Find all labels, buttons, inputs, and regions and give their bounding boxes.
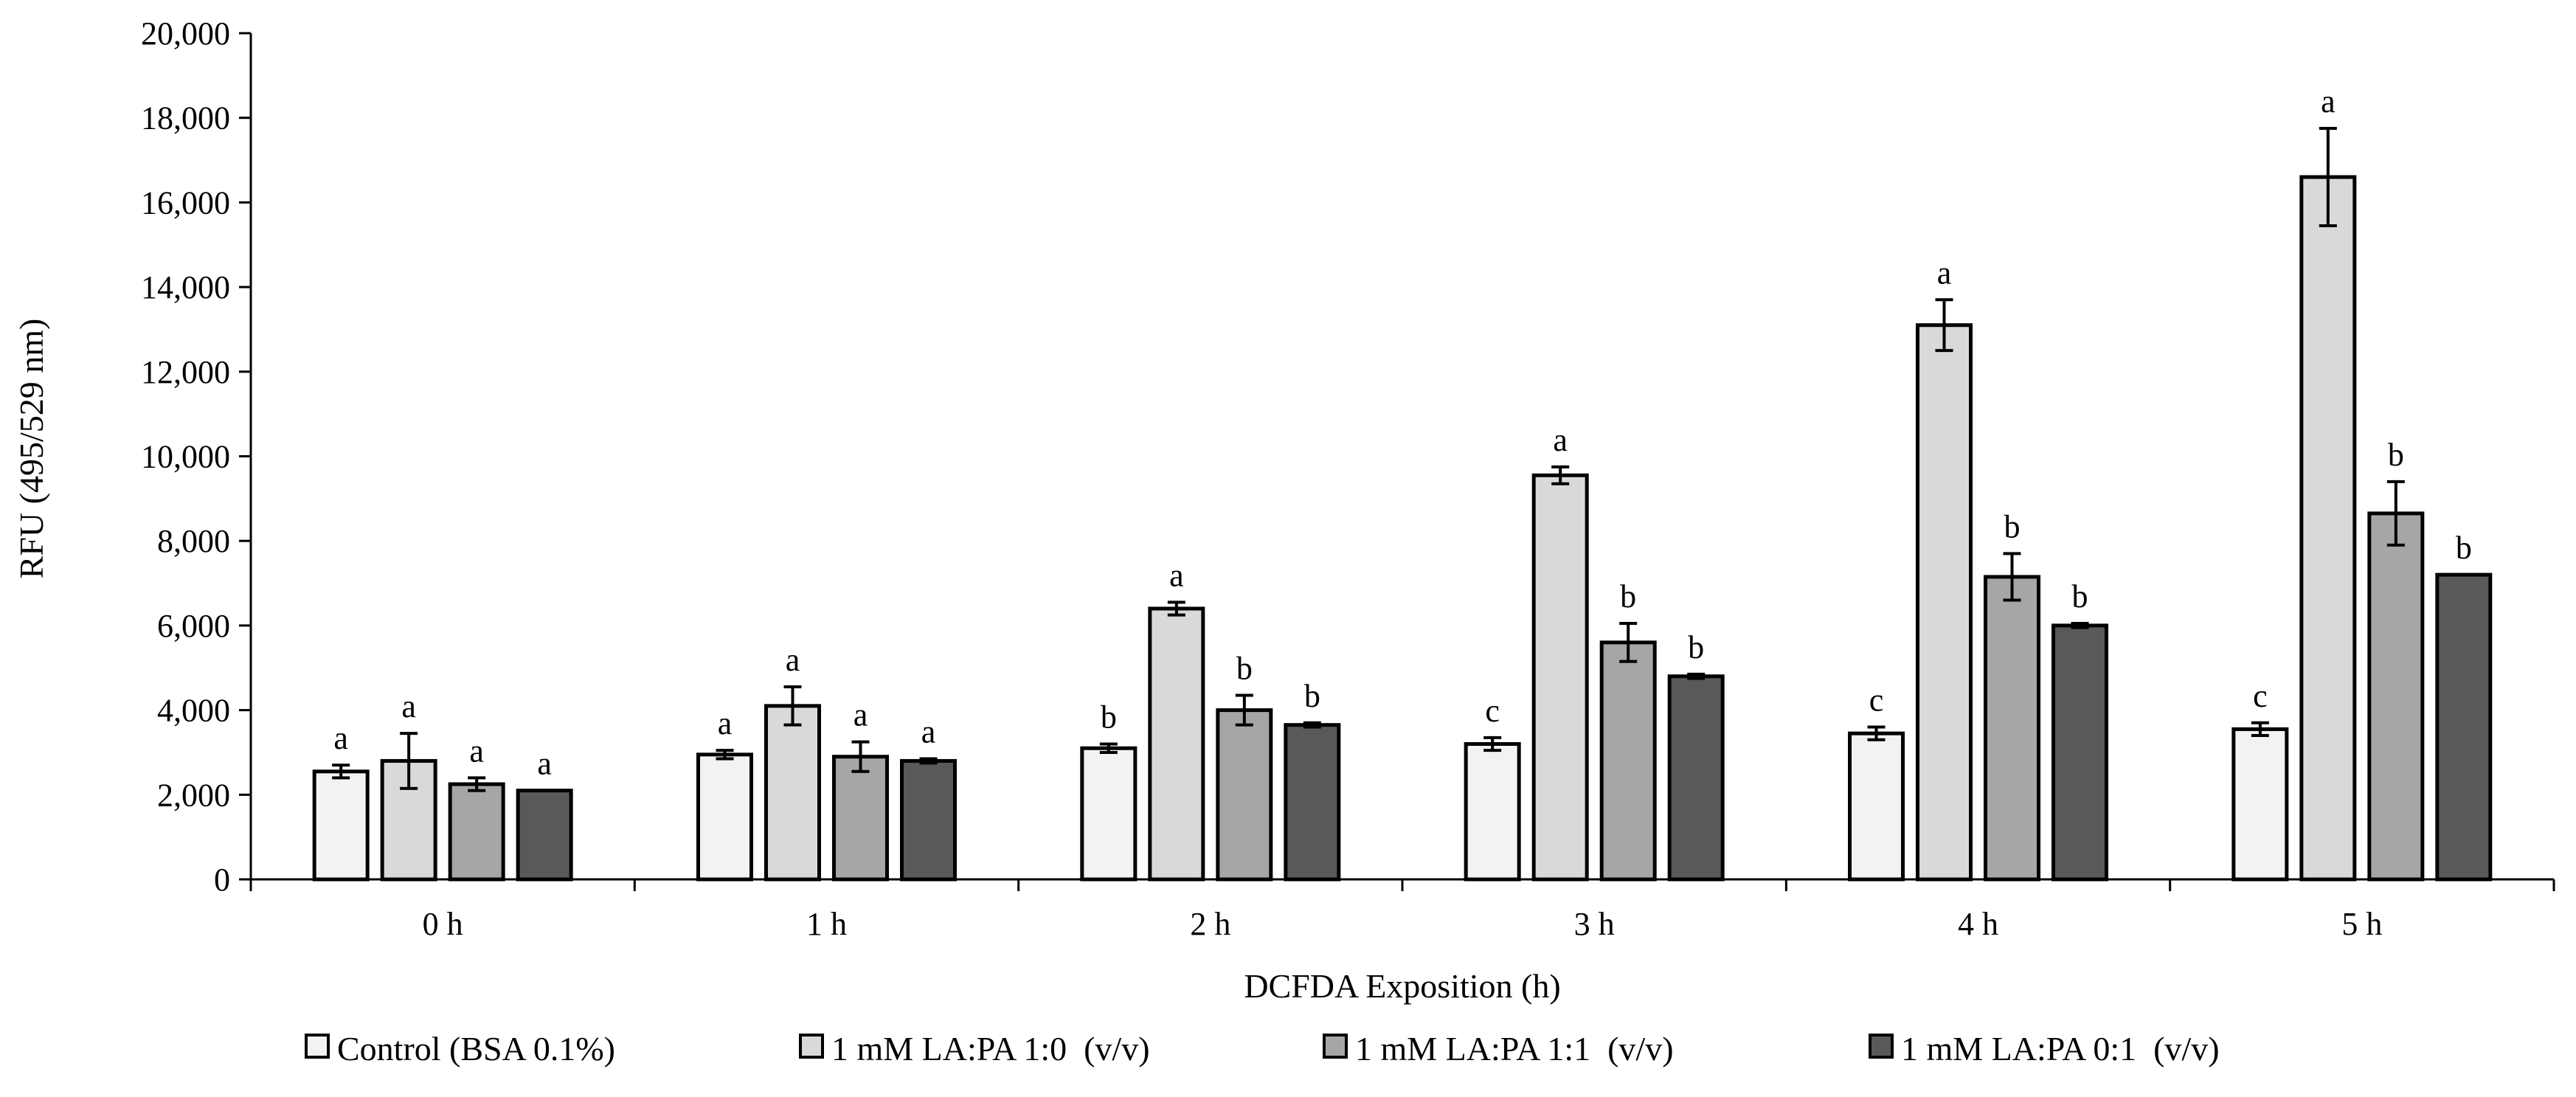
bar-s1-5h bbox=[2232, 727, 2289, 882]
significance-letter: a bbox=[333, 720, 348, 756]
bar-s2-4h bbox=[1916, 323, 1973, 882]
significance-letter: a bbox=[786, 642, 800, 678]
y-tick-label: 0 bbox=[214, 862, 230, 898]
legend-swatch bbox=[1869, 1034, 1894, 1059]
y-tick-label: 6,000 bbox=[157, 608, 230, 644]
significance-letter: a bbox=[537, 746, 552, 782]
bar-s4-5h bbox=[2435, 572, 2493, 882]
y-tick-label: 20,000 bbox=[141, 15, 230, 52]
legend-label: 1 mM LA:PA 1:1 (v/v) bbox=[1355, 1030, 1674, 1067]
x-tick-label: 4 h bbox=[1958, 906, 1998, 942]
x-tick-label: 1 h bbox=[806, 906, 847, 942]
bars-layer: a a b c c c a a a a a a a a b b b b a a b b b b bbox=[312, 83, 2493, 882]
y-axis-title: RFU (495/529 nm) bbox=[13, 319, 50, 579]
bar-s4-3h bbox=[1667, 674, 1725, 882]
bar-s4-0h bbox=[516, 789, 573, 882]
bar-s2-1h bbox=[764, 704, 821, 882]
legend-label: 1 mM LA:PA 0:1 (v/v) bbox=[1901, 1030, 2220, 1067]
y-tick-label: 4,000 bbox=[157, 693, 230, 729]
legend-swatch bbox=[305, 1034, 330, 1059]
y-tick-label: 14,000 bbox=[141, 269, 230, 305]
bar-s3-4h bbox=[1984, 575, 2040, 882]
bar-s4-1h bbox=[900, 758, 957, 882]
significance-letter: b bbox=[2072, 578, 2088, 615]
significance-letter: b bbox=[2456, 530, 2472, 566]
x-tick-label: 2 h bbox=[1190, 906, 1230, 942]
y-tick-label: 2,000 bbox=[157, 777, 230, 813]
y-tick-label: 8,000 bbox=[157, 523, 230, 559]
x-tick-label: 3 h bbox=[1574, 906, 1615, 942]
bar-s2-5h bbox=[2299, 175, 2357, 882]
significance-letter: b bbox=[1620, 578, 1636, 615]
significance-letter: b bbox=[2004, 508, 2021, 544]
significance-letter: c bbox=[2253, 678, 2268, 714]
bar-s4-2h bbox=[1284, 723, 1341, 882]
bar-s3-2h bbox=[1216, 708, 1273, 882]
x-axis-title: DCFDA Exposition (h) bbox=[1244, 967, 1560, 1005]
bar-s1-1h bbox=[696, 752, 753, 882]
bar-s3-0h bbox=[448, 782, 505, 882]
significance-letter: b bbox=[1304, 678, 1320, 714]
legend-label: Control (BSA 0.1%) bbox=[337, 1030, 615, 1067]
legend-swatch bbox=[1323, 1034, 1348, 1059]
significance-letter: a bbox=[718, 705, 733, 741]
bar-s3-5h bbox=[2367, 511, 2425, 882]
x-tick-label: 0 h bbox=[423, 906, 463, 942]
significance-letter: b bbox=[1688, 629, 1704, 665]
bar-s1-4h bbox=[1848, 731, 1905, 882]
significance-letter: b bbox=[1236, 651, 1253, 687]
legend: Control (BSA 0.1%) 1 mM LA:PA 1:0 (v/v) 1 … bbox=[305, 1030, 2220, 1067]
significance-letter: a bbox=[921, 714, 936, 750]
significance-letter: a bbox=[1553, 422, 1568, 458]
y-tick-label: 10,000 bbox=[141, 439, 230, 475]
x-axis: 0 h 1 h 2 h 3 h 4 h 5 h bbox=[249, 878, 2555, 942]
bar-s3-3h bbox=[1599, 640, 1657, 882]
significance-letter: b bbox=[1101, 699, 1117, 735]
significance-letter: a bbox=[1169, 557, 1184, 593]
significance-letter: c bbox=[1869, 682, 1884, 719]
x-tick-label: 5 h bbox=[2341, 906, 2382, 942]
bar-s1-2h bbox=[1080, 746, 1138, 882]
significance-letter: c bbox=[1485, 693, 1500, 729]
y-tick-label: 18,000 bbox=[141, 100, 230, 136]
significance-letter: a bbox=[469, 733, 484, 769]
significance-letter: a bbox=[1937, 255, 1952, 291]
legend-swatch bbox=[799, 1034, 824, 1059]
bar-s2-2h bbox=[1148, 606, 1205, 882]
bar-s4-4h bbox=[2052, 623, 2108, 882]
bar-s1-0h bbox=[312, 769, 370, 882]
significance-letter: a bbox=[2321, 83, 2336, 120]
y-tick-label: 12,000 bbox=[141, 354, 230, 390]
bar-s1-3h bbox=[1464, 741, 1521, 882]
significance-letter: a bbox=[854, 697, 868, 733]
significance-letter: a bbox=[401, 688, 416, 724]
bar-s3-1h bbox=[832, 755, 889, 882]
y-tick-label: 16,000 bbox=[141, 184, 230, 221]
significance-letter: b bbox=[2388, 437, 2404, 473]
y-axis: 0 2,000 4,000 6,000 8,000 10,000 12,000 14,000 1… bbox=[141, 15, 252, 898]
bar-s2-3h bbox=[1531, 473, 1589, 882]
legend-label: 1 mM LA:PA 1:0 (v/v) bbox=[831, 1030, 1150, 1067]
